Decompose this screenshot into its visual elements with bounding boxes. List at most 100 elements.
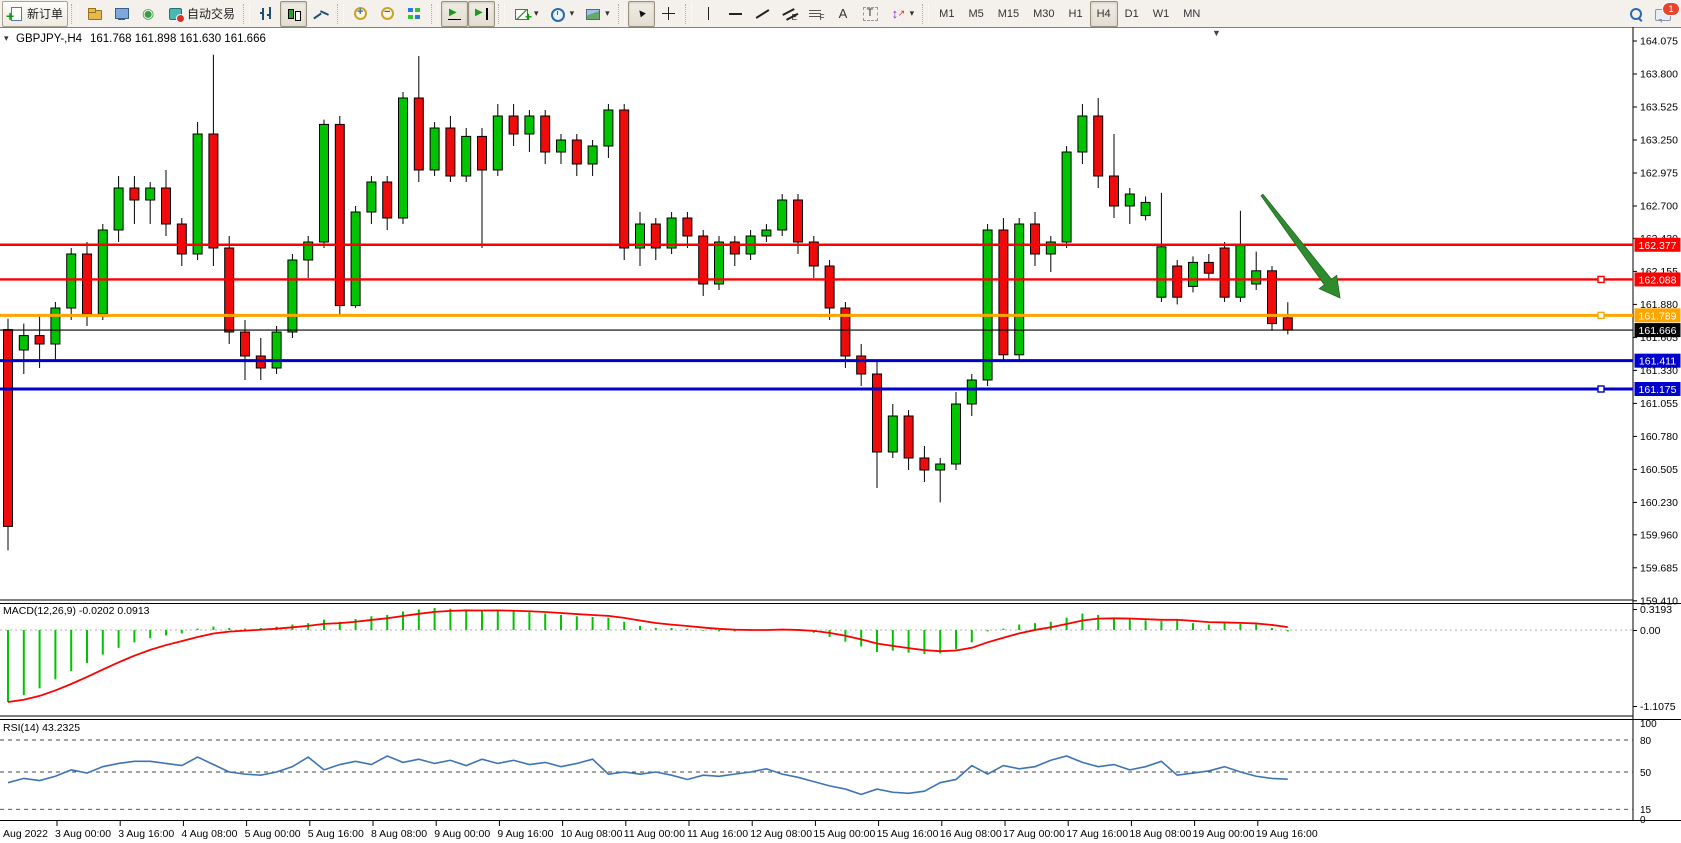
toolbar-separator	[684, 3, 692, 24]
candle-body	[887, 415, 898, 453]
new-order-button[interactable]: 新订单	[2, 0, 69, 27]
horizontal-line-button[interactable]	[722, 1, 749, 27]
new-order-button-label: 新订单	[27, 7, 64, 21]
timeframe-mn-button[interactable]: MN	[1176, 1, 1207, 27]
trend-arrow-annotation[interactable]	[1260, 193, 1341, 299]
candle-body	[1219, 247, 1230, 298]
tile-windows-icon	[406, 6, 423, 22]
candle-body	[1093, 115, 1104, 177]
line-handle-marker[interactable]	[1597, 275, 1605, 284]
candle-body	[334, 123, 345, 307]
candle-body	[240, 331, 250, 357]
line-chart-icon	[312, 6, 329, 22]
candle-body	[1124, 193, 1135, 207]
time-tick-label: 15 Aug 16:00	[877, 828, 939, 840]
candle-body	[429, 127, 440, 171]
text-button[interactable]	[830, 1, 857, 27]
candle-body	[1172, 265, 1183, 298]
candle-body	[1045, 241, 1056, 255]
zoom-in-button[interactable]	[347, 1, 374, 27]
timeframe-d1-button[interactable]: D1	[1118, 1, 1146, 27]
tile-windows-button[interactable]	[401, 1, 428, 27]
chart-collapse-icon[interactable]: ▾	[4, 33, 9, 43]
zoom-out-icon	[379, 6, 396, 22]
notifications-button[interactable]: 1	[1649, 1, 1680, 27]
timeframe-m5-button[interactable]: M5	[961, 1, 990, 27]
candle-body	[761, 229, 772, 237]
chevron-down-icon[interactable]: ▾	[534, 8, 539, 18]
timeframe-h4-button[interactable]: H4	[1089, 0, 1118, 27]
timeframe-w1-button[interactable]: W1	[1146, 1, 1177, 27]
auto-scroll-button[interactable]	[441, 0, 469, 27]
candle-body	[413, 97, 424, 171]
candle-body	[1109, 175, 1119, 207]
chevron-down-icon[interactable]: ▾	[909, 8, 915, 18]
cursor-button[interactable]	[627, 0, 655, 27]
line-handle-marker[interactable]	[1597, 311, 1605, 320]
line-chart-button[interactable]	[307, 1, 334, 27]
candle-body	[856, 355, 867, 375]
fibonacci-button[interactable]	[803, 1, 830, 27]
signals-button[interactable]	[135, 1, 162, 27]
time-tick-label: Aug 2022	[3, 828, 48, 840]
chart-shift-button[interactable]	[468, 0, 496, 27]
chart-shift-marker-icon[interactable]: ▼	[1212, 28, 1221, 38]
templates-button[interactable]: ▾	[579, 1, 615, 27]
timeframe-h1-button[interactable]: H1	[1062, 1, 1090, 27]
chevron-down-icon[interactable]: ▾	[605, 8, 610, 18]
notification-badge: 1	[1662, 1, 1680, 16]
indicators-button[interactable]: ▾	[508, 1, 544, 27]
candle-body	[208, 133, 219, 249]
candle-body	[1030, 223, 1040, 255]
time-tick-label: 3 Aug 00:00	[55, 828, 111, 840]
candle-body	[50, 307, 61, 345]
chevron-down-icon[interactable]: ▾	[569, 8, 575, 18]
timeframe-m15-button[interactable]: M15	[991, 1, 1026, 27]
text-label-button[interactable]	[857, 1, 884, 27]
candle-body	[508, 115, 519, 135]
candle-body	[287, 259, 298, 333]
periods-button[interactable]: ▾	[544, 1, 580, 27]
zoom-in-icon	[352, 6, 369, 22]
trendline-button[interactable]	[749, 1, 776, 27]
bar-chart-icon	[258, 6, 275, 22]
candle-body	[445, 127, 456, 177]
candlestick-icon	[285, 6, 302, 22]
timeframe-m1-button[interactable]: M1	[932, 1, 961, 27]
candle-body	[176, 223, 187, 255]
bar-chart-button[interactable]	[253, 1, 280, 27]
auto-trading-button-label: 自动交易	[187, 7, 236, 21]
profiles-button[interactable]	[81, 1, 108, 27]
time-tick-label: 9 Aug 16:00	[497, 828, 553, 840]
toolbar-separator	[337, 3, 345, 24]
chart-background[interactable]	[0, 27, 1681, 843]
crosshair-button[interactable]	[655, 1, 682, 27]
candle-body	[1267, 270, 1277, 325]
timeframe-m30-button[interactable]: M30	[1026, 1, 1061, 27]
macd-indicator-label: MACD(12,26,9) -0.0202 0.0913	[3, 605, 150, 617]
time-tick-label: 16 Aug 08:00	[940, 828, 1002, 840]
auto-trading-icon	[167, 6, 186, 23]
arrows-button[interactable]: ▾	[884, 1, 920, 27]
candlestick-button[interactable]	[280, 0, 308, 27]
vertical-line-button[interactable]	[695, 1, 722, 27]
channel-button[interactable]	[776, 1, 803, 27]
auto-scroll-icon	[446, 6, 463, 22]
candle-body	[97, 229, 108, 315]
search-button[interactable]	[1622, 1, 1649, 27]
zoom-out-button[interactable]	[374, 1, 401, 27]
market-watch-button[interactable]	[108, 1, 135, 27]
candle-body	[571, 139, 582, 165]
candle-body	[129, 187, 140, 201]
fibonacci-icon	[808, 6, 825, 22]
macd-signal-line	[7, 609, 1288, 703]
candle-body	[66, 253, 77, 309]
price-tick-label: 160.505	[1640, 464, 1678, 476]
candle-body	[1251, 270, 1262, 285]
timeframe-m15-button-label: M15	[997, 7, 1020, 20]
toolbar-separator	[243, 3, 251, 24]
vertical-line-icon	[700, 6, 717, 22]
line-handle-marker[interactable]	[1597, 385, 1605, 393]
auto-trading-button[interactable]: 自动交易	[162, 1, 240, 27]
